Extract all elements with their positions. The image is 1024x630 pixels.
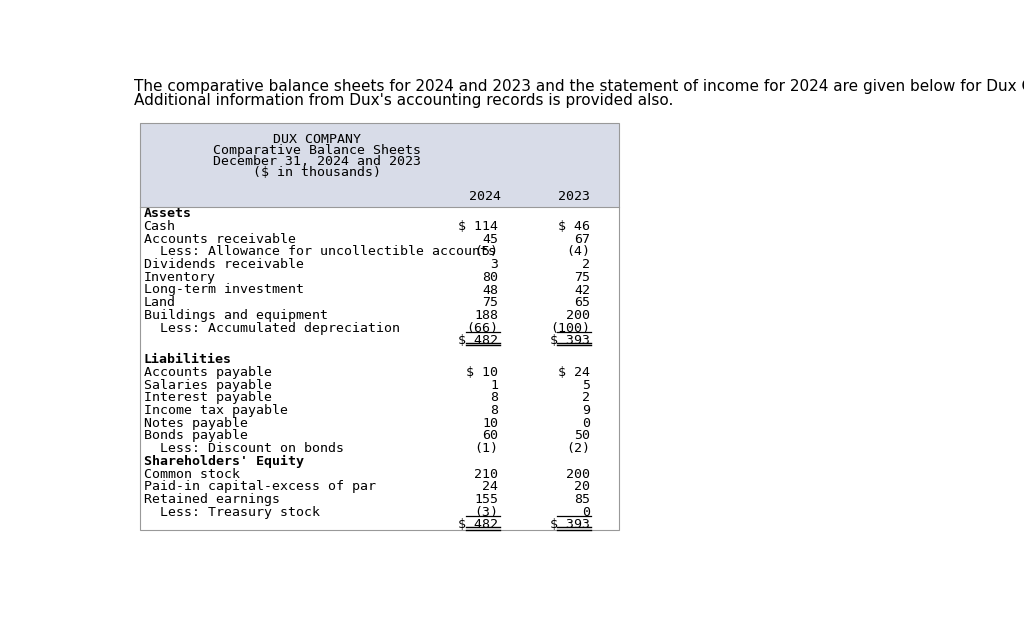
- Bar: [139, 207, 618, 530]
- Text: (5): (5): [474, 246, 499, 258]
- Text: 80: 80: [482, 271, 499, 284]
- Text: 8: 8: [490, 404, 499, 417]
- Text: $ 393: $ 393: [550, 518, 590, 531]
- Text: Common stock: Common stock: [143, 467, 240, 481]
- Text: Cash: Cash: [143, 220, 175, 233]
- Text: ($ in thousands): ($ in thousands): [253, 166, 381, 179]
- Text: 85: 85: [573, 493, 590, 506]
- Text: 20: 20: [573, 480, 590, 493]
- Text: Liabilities: Liabilities: [143, 353, 231, 366]
- Text: December 31, 2024 and 2023: December 31, 2024 and 2023: [213, 155, 421, 168]
- Text: Salaries payable: Salaries payable: [143, 379, 271, 392]
- Text: Accounts payable: Accounts payable: [143, 366, 271, 379]
- Text: $ 482: $ 482: [459, 518, 499, 531]
- Text: Less: Accumulated depreciation: Less: Accumulated depreciation: [143, 321, 399, 335]
- Text: (3): (3): [474, 506, 499, 518]
- Text: The comparative balance sheets for 2024 and 2023 and the statement of income for: The comparative balance sheets for 2024 …: [134, 79, 1024, 94]
- Text: Comparative Balance Sheets: Comparative Balance Sheets: [213, 144, 421, 157]
- Text: Bonds payable: Bonds payable: [143, 430, 248, 442]
- Text: 0: 0: [582, 506, 590, 518]
- Text: Retained earnings: Retained earnings: [143, 493, 280, 506]
- Text: Shareholders' Equity: Shareholders' Equity: [143, 455, 303, 468]
- Text: 75: 75: [573, 271, 590, 284]
- Text: $ 114: $ 114: [459, 220, 499, 233]
- Text: Less: Allowance for uncollectible accounts: Less: Allowance for uncollectible accoun…: [143, 246, 496, 258]
- Text: Notes payable: Notes payable: [143, 416, 248, 430]
- Text: $ 46: $ 46: [558, 220, 590, 233]
- Text: 2023: 2023: [558, 190, 590, 203]
- Text: 8: 8: [490, 391, 499, 404]
- Bar: [139, 123, 618, 530]
- Text: (2): (2): [566, 442, 590, 455]
- Text: Land: Land: [143, 296, 175, 309]
- Text: 200: 200: [566, 467, 590, 481]
- Text: 2: 2: [582, 391, 590, 404]
- Text: Accounts receivable: Accounts receivable: [143, 232, 296, 246]
- Text: Additional information from Dux's accounting records is provided also.: Additional information from Dux's accoun…: [134, 93, 674, 108]
- Text: DUX COMPANY: DUX COMPANY: [272, 134, 360, 146]
- Text: 48: 48: [482, 284, 499, 297]
- Text: Assets: Assets: [143, 207, 191, 220]
- Text: 2: 2: [582, 258, 590, 271]
- Text: Buildings and equipment: Buildings and equipment: [143, 309, 328, 322]
- Text: 0: 0: [582, 416, 590, 430]
- Text: Inventory: Inventory: [143, 271, 215, 284]
- Text: 42: 42: [573, 284, 590, 297]
- Text: 188: 188: [474, 309, 499, 322]
- Text: 210: 210: [474, 467, 499, 481]
- Text: $ 24: $ 24: [558, 366, 590, 379]
- Text: 200: 200: [566, 309, 590, 322]
- Text: Less: Discount on bonds: Less: Discount on bonds: [143, 442, 343, 455]
- Text: 10: 10: [482, 416, 499, 430]
- Text: (66): (66): [467, 321, 499, 335]
- Text: 24: 24: [482, 480, 499, 493]
- Bar: [139, 123, 618, 207]
- Text: 2024: 2024: [469, 190, 501, 203]
- Text: (100): (100): [550, 321, 590, 335]
- Text: (1): (1): [474, 442, 499, 455]
- Text: 9: 9: [582, 404, 590, 417]
- Text: $ 393: $ 393: [550, 335, 590, 347]
- Text: 1: 1: [490, 379, 499, 392]
- Text: $ 482: $ 482: [459, 335, 499, 347]
- Text: 45: 45: [482, 232, 499, 246]
- Text: Long-term investment: Long-term investment: [143, 284, 303, 297]
- Text: 3: 3: [490, 258, 499, 271]
- Text: 50: 50: [573, 430, 590, 442]
- Text: 75: 75: [482, 296, 499, 309]
- Text: $ 10: $ 10: [467, 366, 499, 379]
- Text: Interest payable: Interest payable: [143, 391, 271, 404]
- Text: 60: 60: [482, 430, 499, 442]
- Text: 5: 5: [582, 379, 590, 392]
- Text: Less: Treasury stock: Less: Treasury stock: [143, 506, 319, 518]
- Text: Dividends receivable: Dividends receivable: [143, 258, 303, 271]
- Text: Paid-in capital-excess of par: Paid-in capital-excess of par: [143, 480, 376, 493]
- Text: 65: 65: [573, 296, 590, 309]
- Text: (4): (4): [566, 246, 590, 258]
- Text: 155: 155: [474, 493, 499, 506]
- Text: Income tax payable: Income tax payable: [143, 404, 288, 417]
- Text: 67: 67: [573, 232, 590, 246]
